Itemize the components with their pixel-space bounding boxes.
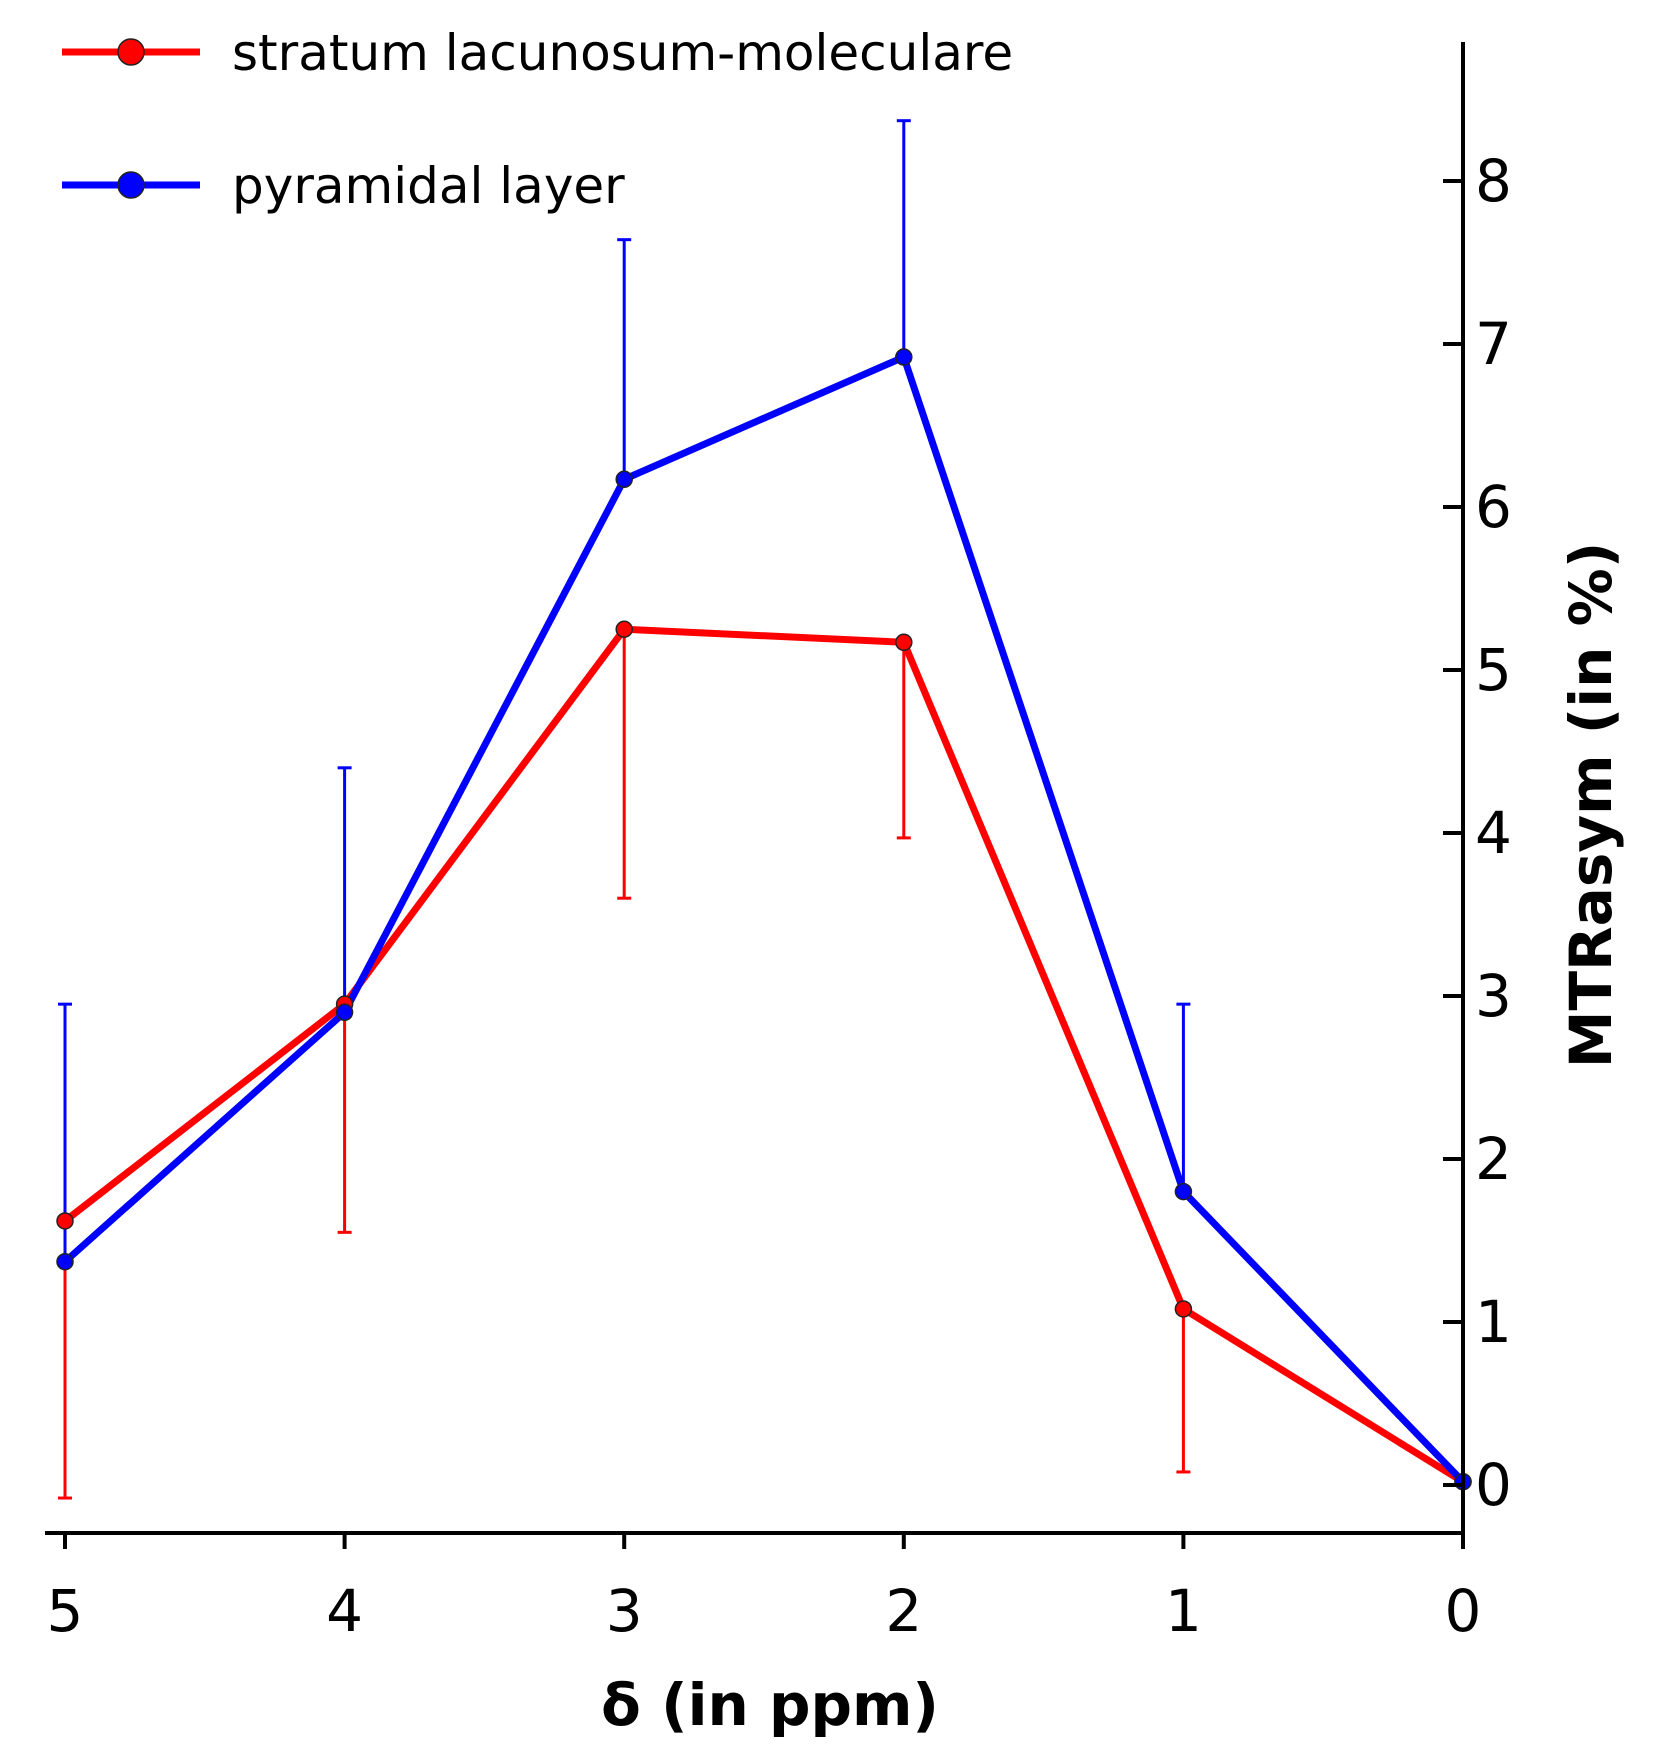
data-point (615, 620, 633, 638)
data-point (56, 1252, 74, 1271)
data-point (335, 1003, 354, 1022)
axes (45, 42, 1465, 1535)
x-tick-label: 1 (1165, 1577, 1202, 1645)
series-line (62, 353, 1466, 1485)
data-point (615, 470, 633, 489)
y-tick-label: 3 (1475, 962, 1512, 1030)
data-point (895, 348, 913, 366)
y-axis-ticks: 0 1 2 3 4 5 6 7 8 (1443, 147, 1512, 1519)
legend: stratum lacunosum-moleculare pyramidal la… (62, 24, 1013, 215)
data-point (1174, 1182, 1193, 1201)
series-points (56, 348, 1472, 1491)
x-axis-label: δ (in ppm) (601, 1671, 939, 1739)
y-tick-label: 4 (1475, 799, 1512, 867)
legend-marker (117, 171, 145, 199)
y-tick-label: 2 (1475, 1125, 1512, 1193)
y-tick-label: 5 (1475, 636, 1512, 704)
data-point (895, 633, 913, 652)
y-axis-label: MTRasym (in %) (1557, 542, 1625, 1069)
x-tick-label: 3 (606, 1577, 643, 1645)
y-tick-label: 0 (1475, 1451, 1512, 1519)
x-tick-label: 2 (885, 1577, 922, 1645)
legend-label: stratum lacunosum-moleculare (232, 24, 1013, 82)
legend-marker (117, 38, 145, 66)
y-tick-label: 6 (1475, 473, 1512, 541)
data-point (56, 1212, 74, 1230)
x-axis-ticks: 5 4 3 2 1 0 (47, 1533, 1482, 1645)
series-lines (62, 353, 1466, 1485)
x-tick-label: 5 (47, 1577, 84, 1645)
y-tick-label: 1 (1475, 1288, 1512, 1356)
data-point (1174, 1300, 1193, 1318)
error-bars (58, 119, 1191, 1500)
x-tick-label: 4 (326, 1577, 363, 1645)
series-line (62, 625, 1465, 1485)
y-tick-label: 8 (1475, 147, 1512, 215)
y-tick-label: 7 (1475, 310, 1512, 378)
legend-label: pyramidal layer (232, 157, 625, 215)
x-tick-label: 0 (1445, 1577, 1482, 1645)
